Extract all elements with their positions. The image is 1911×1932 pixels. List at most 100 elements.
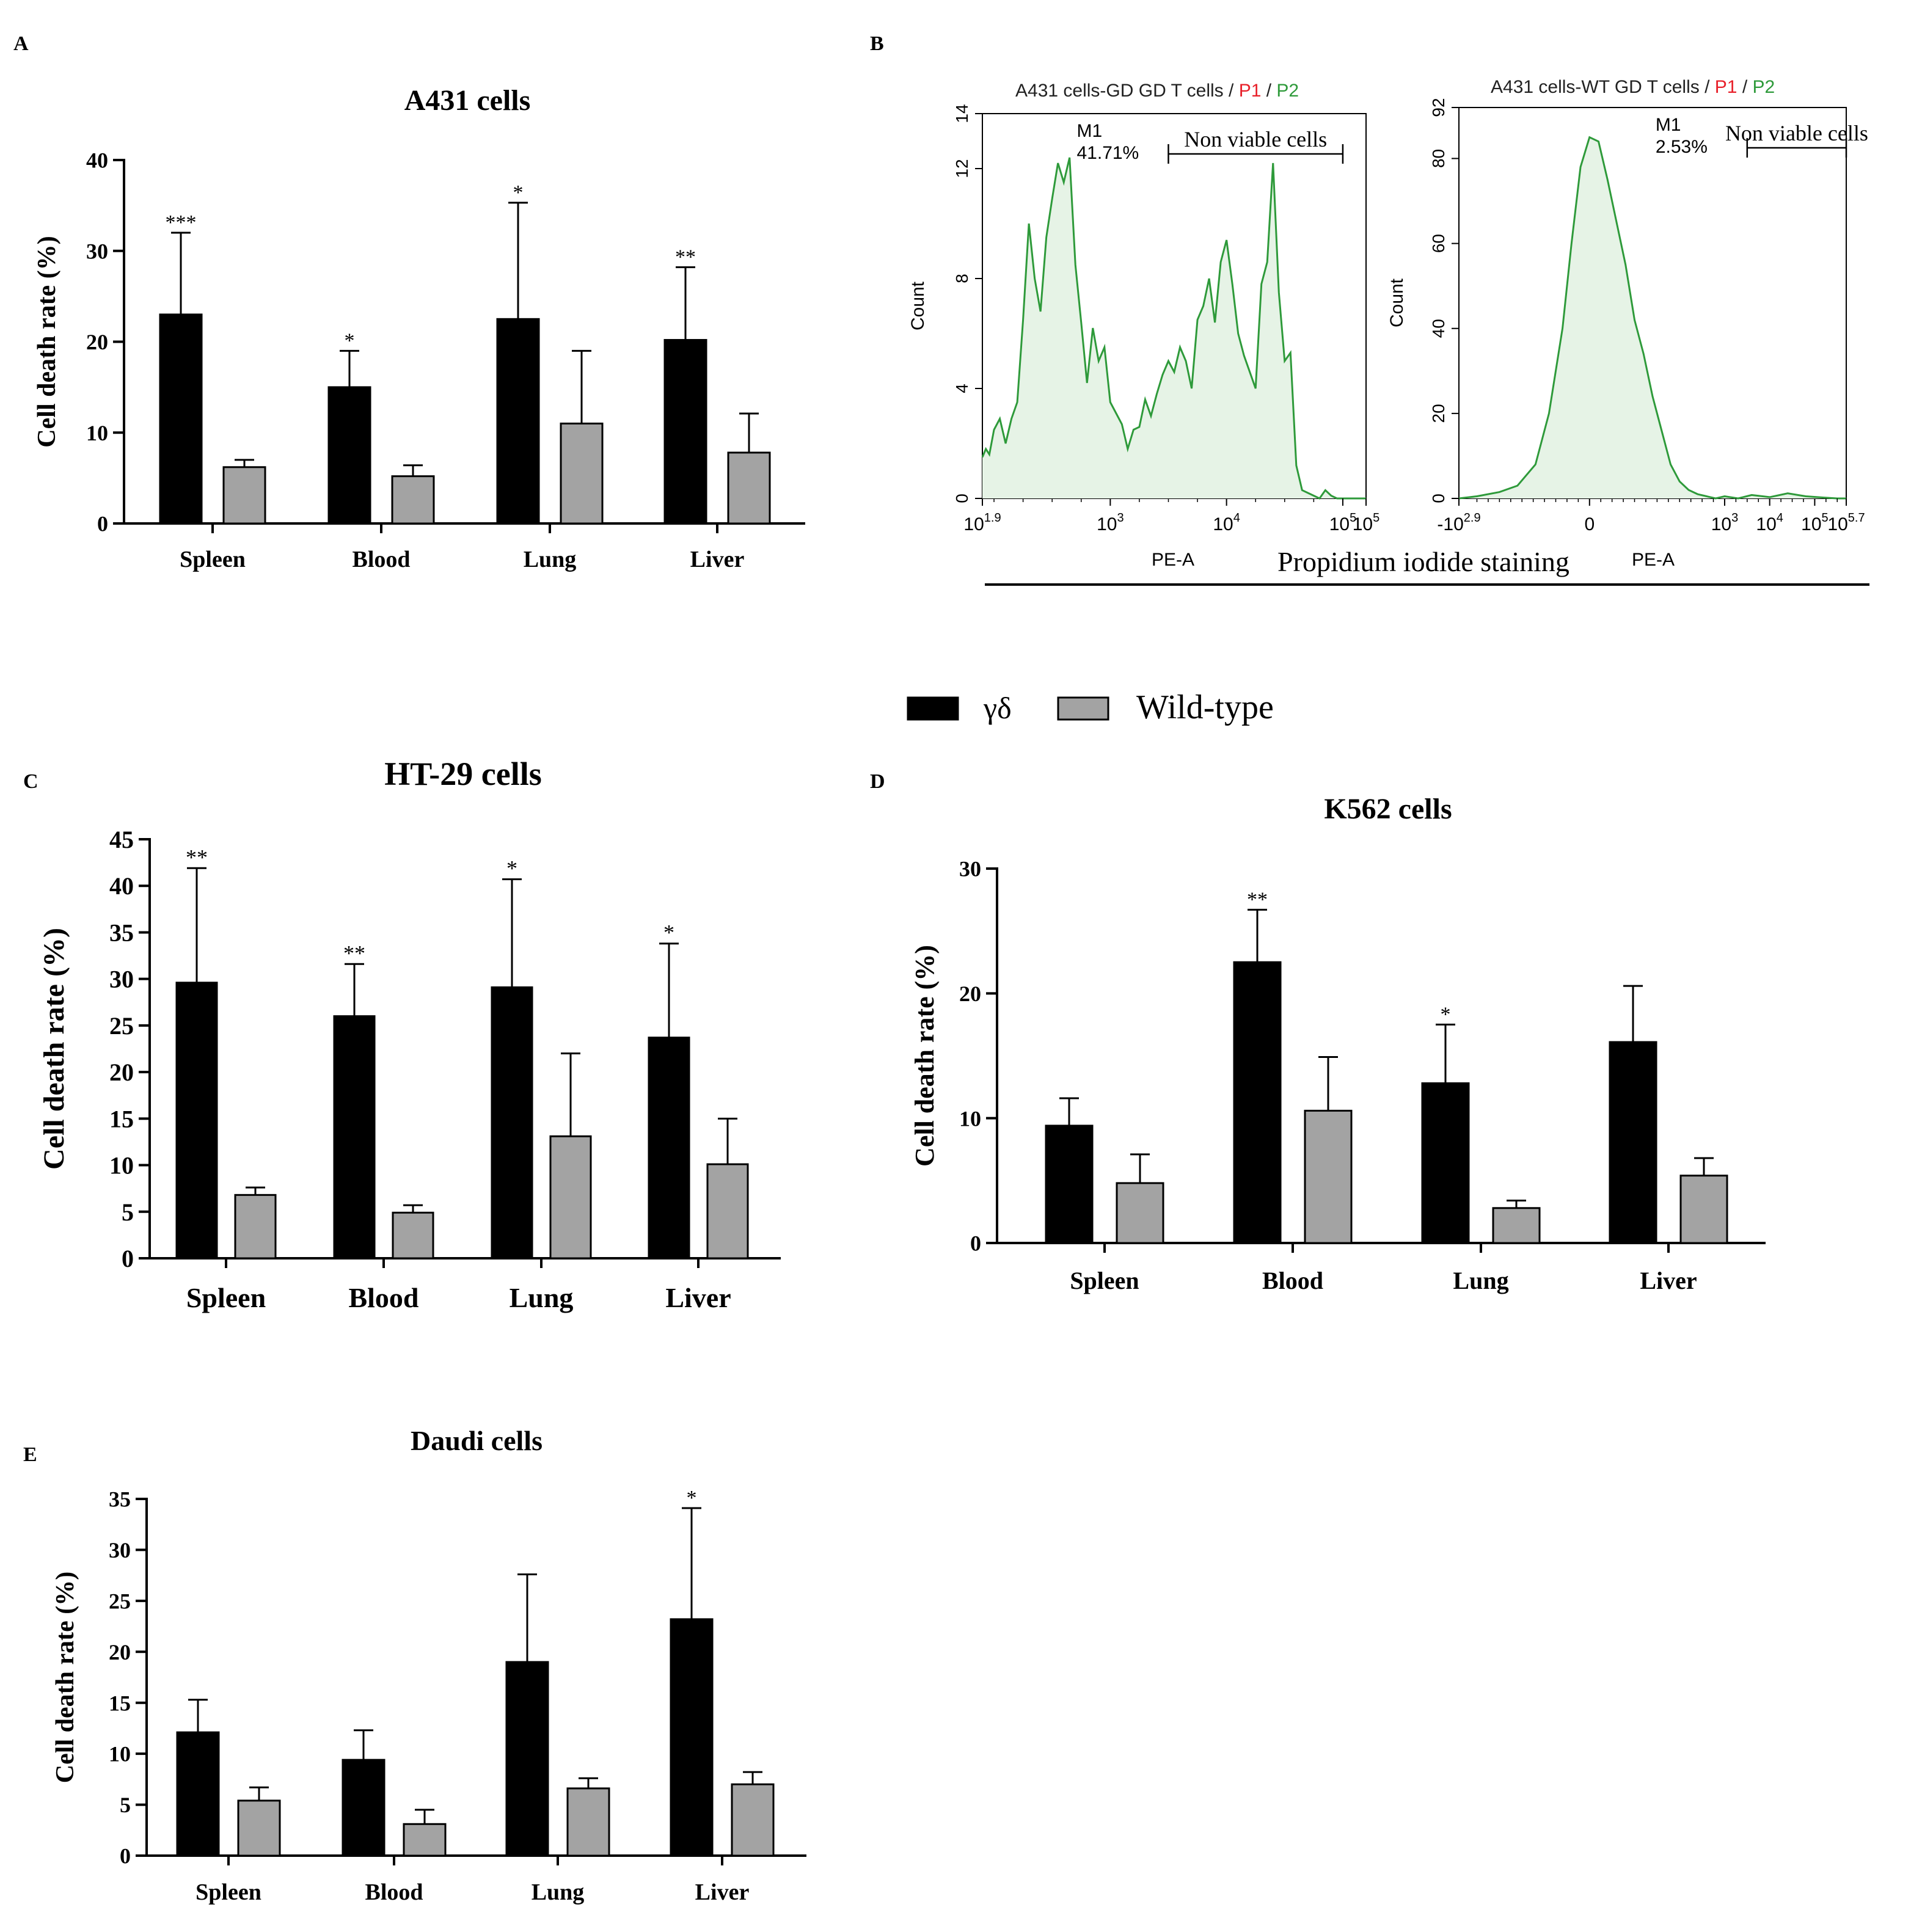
histogram-area	[1459, 137, 1846, 498]
title-part: /	[1224, 81, 1239, 101]
y-tick-label: 45	[109, 826, 134, 853]
bar-gd	[1045, 1125, 1094, 1244]
y-tick-label: 40	[109, 872, 134, 900]
x-tick-base: 10	[1097, 514, 1117, 534]
bar-gd	[1233, 961, 1282, 1244]
y-tick-label: 0	[120, 1844, 131, 1868]
panel-label-c: C	[23, 770, 38, 793]
legend-swatch-wildtype	[1057, 696, 1109, 721]
x-tick-base: 10	[1711, 514, 1731, 534]
y-tick-label: 40	[86, 148, 108, 173]
histogram-line	[1458, 136, 1846, 500]
plot-title: A431 cells-GD GD T cells / P1 / P2	[1015, 81, 1299, 101]
x-tick-exponent: 5	[1822, 511, 1829, 525]
significance-mark: *	[345, 329, 355, 352]
gate-label: Non viable cells	[1725, 121, 1868, 145]
x-tick-label: 105.7	[1827, 511, 1865, 534]
y-axis-label: Count	[908, 281, 928, 330]
significance-mark: *	[687, 1487, 697, 1509]
bar-gd	[663, 339, 707, 525]
y-tick-label: 10	[86, 421, 108, 445]
x-tick-label: 105	[1329, 511, 1357, 534]
y-tick-label: 20	[109, 1640, 131, 1664]
chart-title: A431 cells	[404, 84, 531, 117]
y-axis-label: Cell death rate (%)	[51, 1572, 79, 1783]
bar-wildtype	[706, 1163, 749, 1259]
x-tick-base: 10	[963, 514, 984, 534]
y-tick-label: 80	[1429, 149, 1448, 168]
bar-wildtype	[392, 1211, 434, 1259]
x-tick-label: 103	[1711, 511, 1739, 534]
y-tick-label: 0	[1429, 494, 1448, 503]
significance-mark: **	[1247, 888, 1268, 911]
bar-wildtype	[1679, 1175, 1728, 1244]
chart-title: HT-29 cells	[384, 756, 542, 792]
x-tick-label: Spleen	[195, 1879, 261, 1905]
y-tick-label: 35	[109, 1487, 131, 1512]
y-tick-label: 10	[109, 1152, 134, 1179]
y-axis-label: Cell death rate (%)	[33, 236, 61, 447]
x-tick-label: Liver	[1640, 1267, 1697, 1294]
x-tick-base: 10	[1756, 514, 1776, 534]
x-tick-label: Blood	[365, 1879, 423, 1905]
x-axis-label: PE-A	[1152, 550, 1194, 570]
y-tick-label: 14	[952, 104, 971, 123]
bar-gd	[505, 1661, 549, 1857]
significance-mark: **	[675, 246, 696, 269]
panel-label-a: A	[13, 32, 29, 55]
bar-wildtype	[727, 451, 771, 525]
title-part: /	[1700, 77, 1715, 97]
bar-wildtype	[403, 1823, 447, 1857]
x-tick-label: 105	[1801, 511, 1829, 534]
y-tick-label: 0	[122, 1245, 134, 1272]
y-tick-label: 30	[959, 857, 981, 881]
bar-gd	[1609, 1041, 1657, 1244]
bar-wildtype	[731, 1783, 775, 1857]
x-tick-base: 10	[1213, 514, 1233, 534]
x-tick-exponent: 2.9	[1464, 511, 1481, 525]
significance-mark: **	[343, 941, 365, 965]
y-tick-label: 5	[122, 1198, 134, 1226]
bar-gd	[333, 1015, 376, 1259]
panel-b-shared-xlabel: Propidium iodide staining	[1277, 546, 1569, 577]
y-axis-label: Count	[1387, 278, 1407, 327]
y-tick-label: 0	[952, 494, 971, 503]
x-tick-label: Spleen	[180, 547, 246, 572]
y-tick-label: 20	[109, 1059, 134, 1086]
bar-wildtype	[549, 1135, 592, 1259]
significance-mark: **	[186, 845, 208, 869]
bar-wildtype	[560, 422, 604, 525]
y-tick-label: 15	[109, 1105, 134, 1132]
y-tick-label: 20	[86, 330, 108, 354]
legend: γδ Wild-type	[907, 688, 1274, 726]
panel-label-e: E	[23, 1443, 37, 1466]
bar-gd	[342, 1759, 385, 1857]
x-tick-label: Liver	[690, 547, 745, 572]
x-tick-exponent: 4	[1777, 511, 1783, 525]
y-tick-label: 92	[1429, 98, 1448, 117]
chart-ht29: HT-29 cells Cell death rate (%) 0 5 10 15 20 25…	[38, 756, 781, 1313]
x-axis-label: PE-A	[1632, 550, 1675, 570]
bar-gd	[175, 982, 218, 1259]
x-tick-base: 10	[1827, 514, 1847, 534]
title-part: A431 cells-WT GD T cells	[1491, 77, 1700, 97]
x-tick-label: Spleen	[1070, 1267, 1139, 1294]
y-tick-label: 8	[952, 274, 971, 283]
x-tick-label: Lung	[1453, 1267, 1508, 1294]
bar-wildtype	[1116, 1182, 1164, 1244]
x-tick-label: Spleen	[186, 1282, 266, 1313]
x-tick-label: 103	[1097, 511, 1124, 534]
gate-percent: 41.71%	[1076, 143, 1139, 163]
y-tick-label: 25	[109, 1012, 134, 1040]
chart-a431: A431 cells Cell death rate (%) 0 10 20 30 40 Sp…	[33, 84, 805, 572]
title-part: P1	[1715, 77, 1737, 97]
y-tick-label: 0	[970, 1231, 981, 1256]
panel-label-b: B	[870, 32, 884, 55]
histogram-wt: A431 cells-WT GD T cells / P1 / P2020406…	[1387, 77, 1868, 570]
x-tick-exponent: 3	[1117, 511, 1124, 525]
bar-gd	[496, 318, 540, 525]
title-part: /	[1261, 81, 1276, 101]
bar-gd	[670, 1618, 714, 1857]
title-part: P2	[1753, 77, 1775, 97]
y-tick-label: 15	[109, 1691, 131, 1715]
